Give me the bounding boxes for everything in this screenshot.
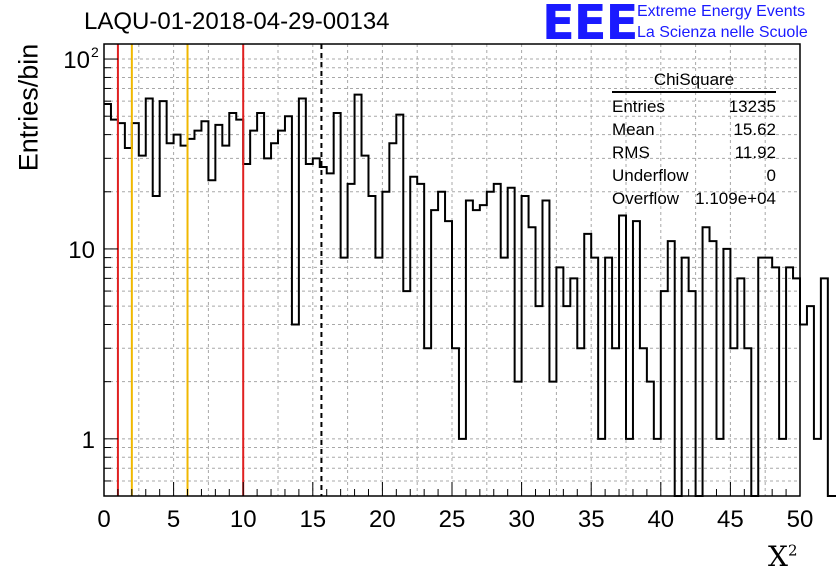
- stats-row-overflow: Overflow 1.109e+04: [612, 187, 776, 210]
- stats-row-entries: Entries 13235: [612, 95, 776, 118]
- stats-row-rms: RMS 11.92: [612, 141, 776, 164]
- y-tick-exponent: 2: [91, 44, 99, 60]
- stats-value: 15.62: [733, 120, 776, 139]
- stats-label: RMS: [612, 143, 650, 162]
- y-tick-label: 1: [82, 427, 95, 454]
- x-axis-label: X2: [768, 540, 797, 573]
- histogram-bars: [104, 93, 836, 497]
- x-axis-label-exponent: 2: [787, 541, 798, 560]
- chart-title: LAQU-01-2018-04-29-00134: [84, 8, 390, 35]
- x-axis-label-base: X: [768, 540, 788, 573]
- x-tick-label: 35: [578, 506, 605, 533]
- stats-label: Mean: [612, 120, 655, 139]
- x-tick-label: 30: [508, 506, 535, 533]
- eee-logo: EEE: [542, 0, 638, 51]
- x-tick-label: 25: [439, 506, 466, 533]
- y-tick-label: 10: [68, 237, 95, 264]
- logo-line-2: La Scienza nelle Scuole: [637, 24, 808, 41]
- stats-row-mean: Mean 15.62: [612, 118, 776, 141]
- x-tick-label: 40: [647, 506, 674, 533]
- x-tick-label: 5: [167, 506, 180, 533]
- stats-row-underflow: Underflow 0: [612, 164, 776, 187]
- x-tick-label: 45: [717, 506, 744, 533]
- x-tick-label: 50: [787, 506, 814, 533]
- axis-ticks: [103, 58, 801, 496]
- stats-value: 13235: [728, 97, 776, 116]
- stats-label: Entries: [612, 97, 665, 116]
- x-tick-label: 0: [97, 506, 110, 533]
- y-axis-label: Entries/bin: [13, 43, 44, 172]
- stats-title: ChiSquare: [612, 70, 776, 93]
- x-tick-label: 20: [369, 506, 396, 533]
- stats-value: 11.92: [734, 143, 776, 162]
- stats-label: Underflow: [612, 166, 689, 185]
- x-tick-label: 10: [230, 506, 257, 533]
- stats-box: ChiSquare Entries 13235 Mean 15.62 RMS 11.9…: [612, 70, 776, 210]
- stats-label: Overflow: [612, 189, 680, 208]
- stats-value: 0: [766, 166, 776, 185]
- reference-lines: [116, 44, 323, 496]
- stats-value: 1.109e+04: [695, 189, 776, 208]
- x-tick-label: 15: [299, 506, 326, 533]
- y-tick-label: 10: [63, 47, 90, 74]
- logo-line-1: Extreme Energy Events: [637, 3, 806, 20]
- histogram-outline: [104, 93, 836, 497]
